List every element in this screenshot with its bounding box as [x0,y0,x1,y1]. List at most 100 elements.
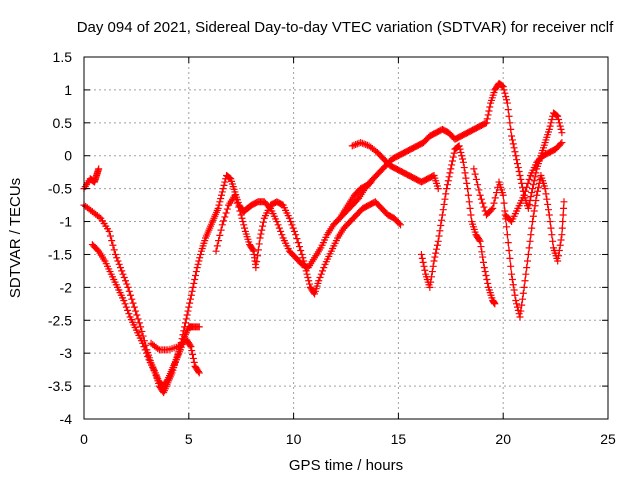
data-point-marker [285,214,293,222]
data-point-marker [434,237,442,245]
data-point-marker [192,268,200,276]
data-point-marker [549,237,557,245]
data-point-marker [499,83,507,91]
data-point-marker [300,260,308,268]
data-point-marker [464,191,472,199]
data-point-marker [305,277,313,285]
data-point-marker [352,141,360,149]
data-point-marker [525,175,533,183]
data-point-marker [490,199,498,207]
data-point-marker [217,226,225,234]
data-point-marker [304,273,312,281]
data-point-marker [215,237,223,245]
data-point-marker [357,139,365,147]
data-point-marker [125,310,133,318]
data-point-marker [544,200,552,208]
data-point-marker [478,248,486,256]
y-axis-title: SDTVAR / TECUs [7,178,24,298]
data-point-marker [534,187,542,195]
data-point-marker [213,242,221,250]
data-point-marker [510,286,518,294]
data-point-marker [518,295,526,303]
data-point-marker [541,185,549,193]
x-tick-label: 20 [495,431,511,447]
y-tick-label: 1.5 [53,49,73,65]
series-10 [501,139,566,226]
data-point-marker [477,195,485,203]
data-point-marker [528,224,536,232]
data-point-marker [491,194,499,202]
data-point-marker [187,343,195,351]
plot-frame [83,56,609,420]
data-point-marker [434,185,442,193]
data-point-marker [187,291,195,299]
data-point-marker [195,323,203,331]
data-point-marker [122,303,130,311]
data-point-marker [526,237,534,245]
data-point-marker [252,264,260,272]
data-point-marker [297,247,305,255]
data-point-marker [523,264,531,272]
data-point-marker [358,139,366,147]
data-point-marker [477,243,485,251]
data-point-marker [319,267,327,275]
data-point-marker [348,142,356,150]
data-point-marker [295,243,303,251]
data-point-marker [317,270,325,278]
data-point-marker [128,295,136,303]
data-point-marker [438,216,446,224]
data-point-marker [506,254,514,262]
y-tick-label: -3 [60,345,73,361]
data-point-marker [302,267,310,275]
data-point-marker [215,201,223,209]
data-point-marker [182,315,190,323]
data-point-marker [498,81,506,89]
data-point-marker [138,327,146,335]
data-point-marker [120,273,128,281]
data-point-marker [557,140,565,148]
data-point-marker [258,226,266,234]
data-point-marker [196,254,204,262]
data-point-marker [533,191,541,199]
data-point-marker [419,258,427,266]
data-point-marker [555,252,563,260]
data-point-marker [121,300,129,308]
data-point-marker [482,119,490,127]
series-9 [470,165,568,321]
y-tick-label: -1.5 [48,246,72,262]
y-tick-label: -4 [60,411,73,427]
data-point-marker [513,300,521,308]
data-point-marker [482,272,490,280]
data-point-marker [219,185,227,193]
data-point-marker [436,227,444,235]
data-point-marker [528,189,536,197]
data-point-marker [417,250,425,258]
data-point-marker [239,218,247,226]
data-point-marker [442,190,450,198]
data-point-marker [526,196,534,204]
data-point-marker [548,116,556,124]
series-7 [348,139,442,193]
data-point-marker [525,244,533,252]
data-point-marker [320,264,328,272]
data-point-marker [531,202,539,210]
data-point-marker [518,179,526,187]
data-point-marker [503,223,511,231]
data-point-marker [111,250,119,258]
data-series [80,79,568,397]
x-tick-label: 15 [391,431,407,447]
series-line [420,144,496,305]
grid [84,57,608,419]
data-point-marker [512,297,520,305]
data-point-marker [486,103,494,111]
data-point-marker [489,204,497,212]
data-point-marker [509,140,517,148]
data-point-marker [500,86,508,94]
data-point-marker [124,283,132,291]
data-point-marker [503,96,511,104]
data-point-marker [547,224,555,232]
data-point-marker [500,199,508,207]
data-point-marker [517,307,525,315]
data-point-marker [124,306,132,314]
